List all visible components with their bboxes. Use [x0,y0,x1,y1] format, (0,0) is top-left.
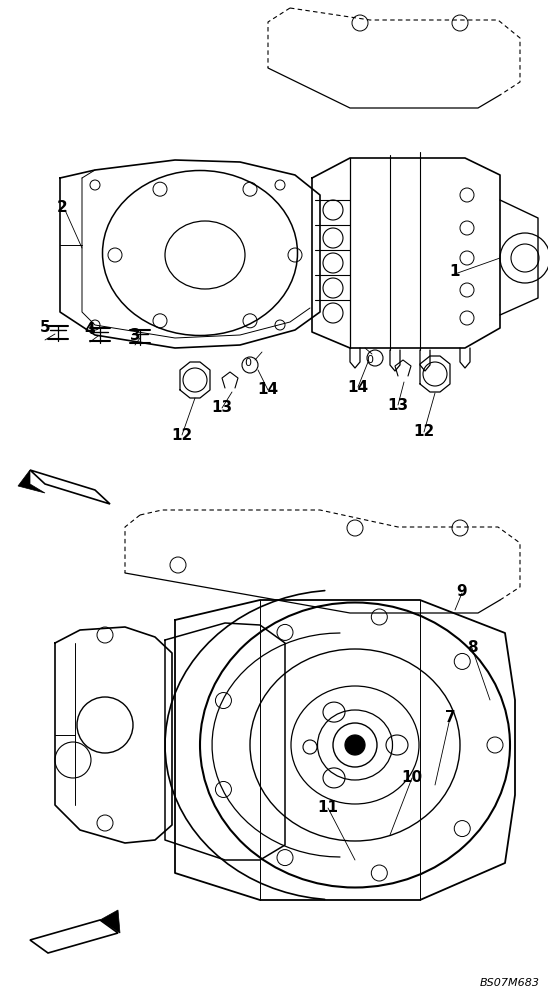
Text: 12: 12 [172,428,193,442]
Text: 9: 9 [456,584,467,599]
Text: 0: 0 [244,358,252,368]
Text: 2: 2 [56,200,67,216]
Text: 14: 14 [347,379,369,394]
Polygon shape [100,910,120,933]
Circle shape [345,735,365,755]
Text: 14: 14 [258,382,278,397]
Text: 1: 1 [450,264,460,279]
Text: BS07M683: BS07M683 [480,978,540,988]
Text: 11: 11 [317,800,339,816]
Text: 4: 4 [85,322,95,338]
Text: 13: 13 [212,400,232,416]
Polygon shape [18,470,45,493]
Text: 13: 13 [387,397,409,412]
Text: 8: 8 [467,641,477,656]
Text: 0: 0 [367,355,374,365]
Text: 7: 7 [444,710,455,726]
Text: 10: 10 [402,770,423,786]
Text: 3: 3 [130,328,140,342]
Text: 12: 12 [413,424,435,440]
Text: 5: 5 [39,320,50,336]
